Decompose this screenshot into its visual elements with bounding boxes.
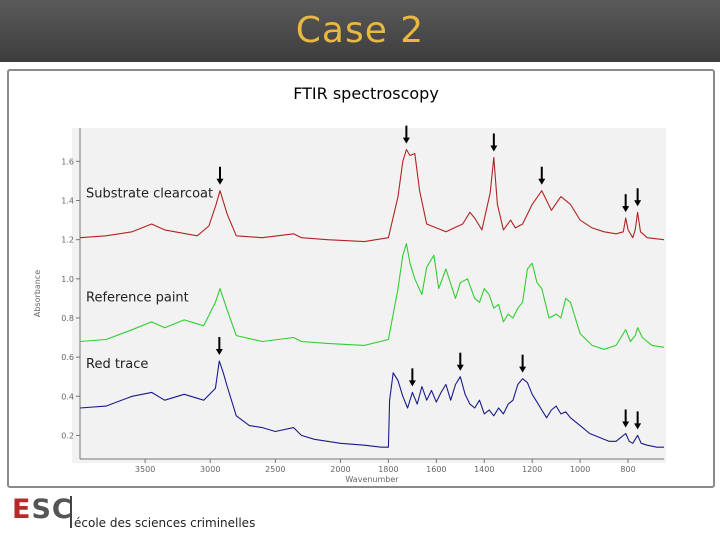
plot-panel [72,128,666,463]
peak-arrow-head [456,364,464,371]
series-line-red-trace [79,360,664,448]
school-name: école des sciences criminelles [74,516,256,530]
chart-title: FTIR spectroscopy [293,84,439,103]
x-tick-label: 1400 [474,465,494,474]
logo-divider [70,496,72,528]
y-tick-label: 1.6 [61,157,74,166]
y-tick-label: 0.4 [61,392,74,401]
series-line-substrate-clearcoat [79,149,665,243]
peak-arrow-head [634,423,642,430]
x-tick-label: 2000 [330,465,350,474]
x-tick-label: 1600 [426,465,446,474]
esc-logo: ESC [12,494,73,526]
peak-arrow-head [519,366,527,373]
peak-arrow-head [402,137,410,144]
series-label: Reference paint [86,290,189,305]
footer: ESC école des sciences criminelles [0,490,720,540]
series-line-reference-paint [79,243,665,350]
x-tick-label: 3500 [135,465,155,474]
y-axis-label: Absorbance [33,270,42,317]
y-tick-label: 0.8 [61,314,74,323]
peak-arrow-head [216,178,224,185]
y-tick-label: 1.0 [61,275,74,284]
peak-arrow-head [622,206,630,213]
x-tick-label: 800 [620,465,635,474]
x-tick-label: 2500 [265,465,285,474]
x-tick-label: 1800 [378,465,398,474]
title-bar: Case 2 [0,0,720,62]
peak-arrow-head [215,349,223,356]
series-label: Red trace [86,357,148,372]
logo-letter-e: E [12,494,32,525]
peak-arrow-head [490,145,498,152]
peak-arrow-head [538,178,546,185]
y-tick-label: 0.2 [61,431,74,440]
series-label: Substrate clearcoat [86,187,213,202]
y-tick-label: 1.4 [61,197,74,206]
peak-arrow-head [408,380,416,387]
logo-letters-sc: SC [31,494,73,525]
x-axis-label: Wavenumber [345,475,399,484]
peak-arrow-head [622,421,630,428]
x-tick-label: 1200 [522,465,542,474]
y-tick-label: 1.2 [61,236,74,245]
x-tick-label: 1000 [570,465,590,474]
x-tick-label: 3000 [200,465,220,474]
y-tick-label: 0.6 [61,353,74,362]
peak-arrow-head [634,200,642,207]
slide-title: Case 2 [295,10,425,51]
